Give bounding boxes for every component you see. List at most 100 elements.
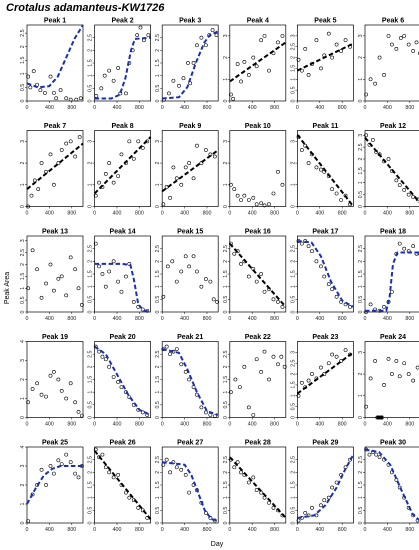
data-point bbox=[382, 383, 386, 387]
y-tick-label: 3 bbox=[20, 140, 26, 143]
data-point bbox=[100, 272, 105, 276]
y-tick-label: 0.5 bbox=[358, 296, 364, 303]
data-point bbox=[111, 475, 116, 480]
data-point-filled bbox=[379, 415, 384, 420]
panel-title: Peak 30 bbox=[380, 440, 406, 447]
y-tick-label: 1 bbox=[290, 394, 296, 397]
panel-24: Peak 24 0 400 800 0 1 2 3 bbox=[358, 334, 419, 428]
data-point bbox=[386, 33, 391, 38]
panel-title: Peak 23 bbox=[312, 334, 338, 341]
data-point bbox=[100, 354, 105, 359]
panel-21: Peak 21 0 400 800 0 0.5 1 1.5 2 2.5 bbox=[155, 334, 219, 428]
data-point bbox=[254, 279, 259, 284]
x-tick-label: 400 bbox=[315, 527, 324, 533]
data-point bbox=[59, 274, 64, 279]
data-point bbox=[254, 357, 259, 362]
y-tick-label: 1.5 bbox=[155, 481, 161, 488]
data-point bbox=[368, 77, 373, 82]
data-point bbox=[191, 61, 196, 65]
data-point bbox=[330, 55, 335, 60]
data-point bbox=[397, 241, 402, 246]
y-tick-label: 1.5 bbox=[223, 481, 229, 488]
panel-title: Peak 27 bbox=[177, 440, 203, 447]
data-point bbox=[310, 249, 314, 254]
y-tick-label: 0.5 bbox=[290, 86, 296, 93]
x-tick-label: 800 bbox=[67, 211, 76, 217]
data-point bbox=[168, 470, 172, 475]
y-tick-label: 1 bbox=[20, 397, 26, 400]
y-tick-label: 3 bbox=[20, 239, 26, 242]
x-tick-label: 0 bbox=[296, 105, 299, 111]
y-tick-label: 2 bbox=[358, 260, 364, 263]
x-tick-label: 800 bbox=[270, 422, 279, 428]
data-point bbox=[411, 378, 416, 383]
x-tick-label: 400 bbox=[45, 211, 54, 217]
y-tick-label: 2 bbox=[155, 260, 161, 263]
plot-frame bbox=[161, 235, 219, 313]
y-tick-label: 1.5 bbox=[155, 270, 161, 277]
data-point bbox=[279, 354, 284, 359]
data-point bbox=[310, 505, 314, 510]
data-point bbox=[68, 381, 73, 386]
y-tick-label: 0.5 bbox=[290, 296, 296, 303]
data-point bbox=[254, 64, 259, 69]
data-point bbox=[282, 364, 287, 369]
data-point bbox=[306, 378, 311, 383]
y-tick-label: 1 bbox=[88, 285, 94, 288]
data-point bbox=[35, 381, 39, 386]
y-tick-label: 0.5 bbox=[155, 296, 161, 303]
panel-12: Peak 12 0 400 800 0 0.5 1 1.5 2 2.5 3 bbox=[358, 123, 419, 217]
data-point bbox=[116, 66, 121, 70]
x-tick-label: 400 bbox=[315, 316, 324, 322]
y-tick-label: 2 bbox=[88, 365, 94, 368]
data-point bbox=[79, 413, 84, 418]
data-point bbox=[39, 392, 44, 397]
data-point bbox=[246, 73, 251, 77]
data-point bbox=[179, 269, 184, 274]
y-tick-label: 0.5 bbox=[20, 296, 26, 303]
trend-line bbox=[26, 142, 84, 190]
data-point bbox=[64, 293, 69, 298]
panel-4: Peak 4 0 400 800 0 1 2 3 bbox=[223, 18, 287, 111]
data-point bbox=[299, 380, 304, 385]
y-tick-label: 2.5 bbox=[358, 245, 364, 252]
data-point bbox=[251, 55, 256, 60]
data-point bbox=[64, 141, 69, 146]
x-tick-label: 800 bbox=[405, 105, 414, 111]
data-point bbox=[116, 472, 121, 477]
data-point bbox=[267, 68, 271, 73]
data-point bbox=[211, 297, 216, 302]
x-tick-label: 400 bbox=[180, 422, 189, 428]
x-tick-label: 800 bbox=[67, 422, 76, 428]
trend-line bbox=[26, 24, 84, 89]
data-point bbox=[48, 373, 53, 378]
data-point bbox=[389, 42, 394, 47]
data-point bbox=[262, 203, 267, 208]
data-point bbox=[397, 374, 402, 379]
data-point bbox=[212, 154, 217, 159]
y-tick-label: 3 bbox=[358, 351, 364, 354]
data-point bbox=[267, 202, 271, 207]
data-point bbox=[394, 178, 399, 183]
data-point bbox=[64, 96, 69, 101]
data-point bbox=[296, 518, 301, 523]
data-point bbox=[127, 495, 132, 500]
data-point bbox=[215, 299, 219, 304]
data-point bbox=[131, 156, 136, 161]
data-point bbox=[203, 148, 208, 152]
data-point bbox=[406, 42, 411, 47]
data-point bbox=[322, 498, 327, 503]
data-point bbox=[39, 295, 44, 300]
data-point bbox=[259, 369, 264, 374]
plot-frame bbox=[229, 341, 287, 418]
panel-title: Peak 24 bbox=[380, 334, 406, 341]
y-tick-label: 1 bbox=[88, 183, 94, 186]
x-tick-label: 400 bbox=[113, 105, 122, 111]
y-tick-label: 2 bbox=[290, 373, 296, 376]
data-point bbox=[233, 377, 238, 382]
data-point bbox=[239, 79, 243, 84]
data-point bbox=[127, 139, 132, 144]
y-tick-label: 3 bbox=[290, 34, 296, 37]
y-tick-label: 3 bbox=[358, 34, 364, 37]
data-point bbox=[262, 289, 267, 294]
